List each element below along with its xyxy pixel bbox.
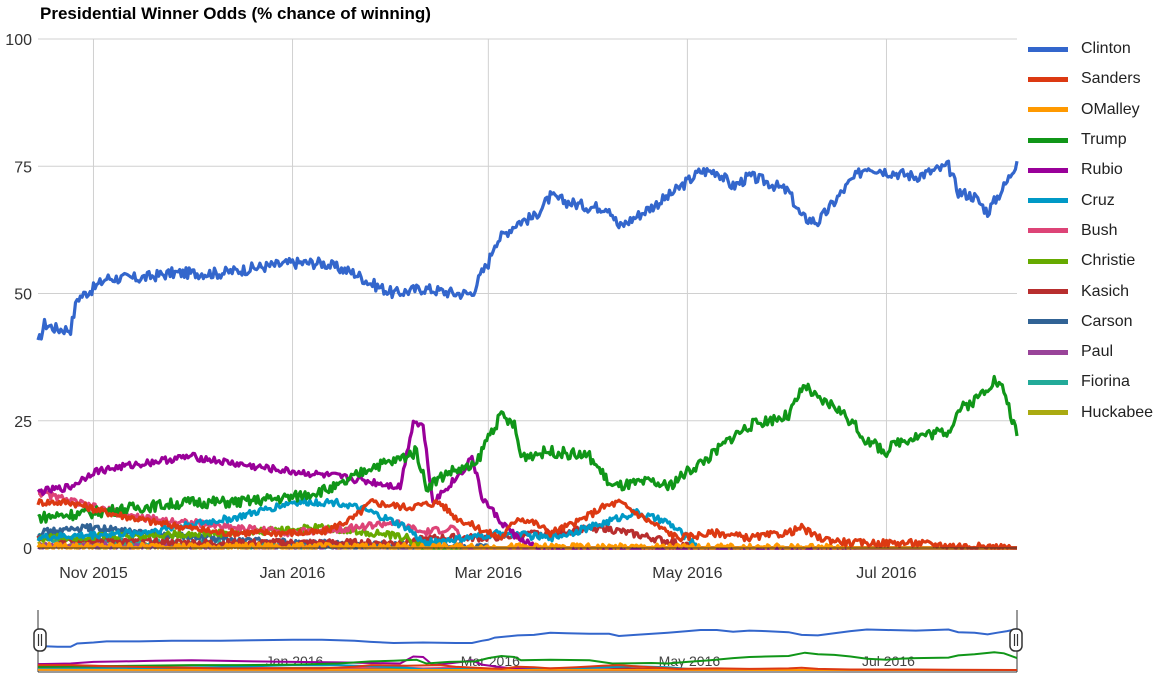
legend-swatch bbox=[1028, 137, 1068, 143]
legend-item-huckabee[interactable]: Huckabee bbox=[1028, 398, 1153, 428]
y-tick-label: 100 bbox=[5, 32, 32, 49]
navigator-tick-label: Jul 2016 bbox=[862, 653, 915, 669]
series-lines bbox=[36, 159, 1019, 550]
navigator-left-handle[interactable] bbox=[33, 628, 47, 652]
legend-swatch bbox=[1028, 379, 1068, 385]
legend-swatch bbox=[1028, 46, 1068, 52]
legend-item-sanders[interactable]: Sanders bbox=[1028, 64, 1153, 94]
x-tick-label: May 2016 bbox=[652, 565, 722, 582]
navigator-line-trump bbox=[37, 651, 1018, 668]
legend-label: Huckabee bbox=[1081, 403, 1154, 421]
legend-item-omalley[interactable]: OMalley bbox=[1028, 95, 1153, 125]
y-tick-label: 25 bbox=[14, 414, 32, 431]
legend-label: Carson bbox=[1081, 312, 1133, 330]
legend-item-bush[interactable]: Bush bbox=[1028, 216, 1153, 246]
navigator-line-sanders bbox=[38, 664, 1018, 671]
legend-label: Sanders bbox=[1081, 70, 1141, 88]
legend-swatch bbox=[1028, 289, 1068, 295]
range-navigator: Jan 2016 Mar 2016 May 2016 Jul 2016 bbox=[33, 610, 1023, 673]
x-tick-label: Nov 2015 bbox=[59, 565, 128, 582]
y-tick-label: 75 bbox=[14, 159, 32, 176]
legend-label: Cruz bbox=[1081, 191, 1115, 209]
series-line-sanders bbox=[36, 498, 1018, 550]
axes: 0 25 50 75 100 Nov 2015 Jan 2016 Mar 2016 May 20… bbox=[5, 32, 1017, 582]
legend-label: Fiorina bbox=[1081, 373, 1130, 391]
navigator-line-clinton bbox=[37, 628, 1018, 650]
legend-label: Rubio bbox=[1081, 161, 1123, 179]
legend-item-cruz[interactable]: Cruz bbox=[1028, 185, 1153, 215]
y-tick-label: 50 bbox=[14, 287, 32, 304]
y-tick-label: 0 bbox=[23, 541, 32, 558]
legend: Clinton Sanders OMalley Trump Rubio Cruz Bush C… bbox=[1028, 34, 1153, 428]
legend-label: Christie bbox=[1081, 252, 1136, 270]
legend-label: Trump bbox=[1081, 131, 1127, 149]
legend-swatch bbox=[1028, 349, 1068, 355]
legend-swatch bbox=[1028, 410, 1068, 416]
legend-label: OMalley bbox=[1081, 100, 1140, 118]
legend-item-paul[interactable]: Paul bbox=[1028, 337, 1153, 367]
handle-body bbox=[33, 628, 47, 652]
series-line-trump bbox=[37, 374, 1019, 524]
handle-body bbox=[1009, 628, 1023, 652]
x-tick-label: Jan 2016 bbox=[260, 565, 326, 582]
navigator-right-handle[interactable] bbox=[1009, 628, 1023, 652]
navigator-line-rubio bbox=[37, 655, 1017, 671]
legend-swatch bbox=[1028, 107, 1068, 113]
legend-item-fiorina[interactable]: Fiorina bbox=[1028, 367, 1153, 397]
legend-swatch bbox=[1028, 76, 1068, 82]
legend-label: Bush bbox=[1081, 221, 1118, 239]
legend-item-trump[interactable]: Trump bbox=[1028, 125, 1153, 155]
x-tick-label: Mar 2016 bbox=[455, 565, 523, 582]
legend-swatch bbox=[1028, 258, 1068, 264]
legend-item-kasich[interactable]: Kasich bbox=[1028, 276, 1153, 306]
series-line-clinton bbox=[36, 159, 1019, 341]
legend-label: Clinton bbox=[1081, 40, 1131, 58]
legend-item-clinton[interactable]: Clinton bbox=[1028, 34, 1153, 64]
x-tick-label: Jul 2016 bbox=[856, 565, 917, 582]
legend-swatch bbox=[1028, 167, 1068, 173]
legend-item-carson[interactable]: Carson bbox=[1028, 307, 1153, 337]
legend-swatch bbox=[1028, 198, 1068, 204]
legend-swatch bbox=[1028, 228, 1068, 234]
legend-item-rubio[interactable]: Rubio bbox=[1028, 155, 1153, 185]
legend-label: Kasich bbox=[1081, 282, 1130, 300]
chart-title: Presidential Winner Odds (% chance of wi… bbox=[40, 4, 431, 23]
legend-label: Paul bbox=[1081, 343, 1114, 361]
legend-item-christie[interactable]: Christie bbox=[1028, 246, 1153, 276]
legend-swatch bbox=[1028, 319, 1068, 325]
grid-lines bbox=[38, 38, 1017, 549]
